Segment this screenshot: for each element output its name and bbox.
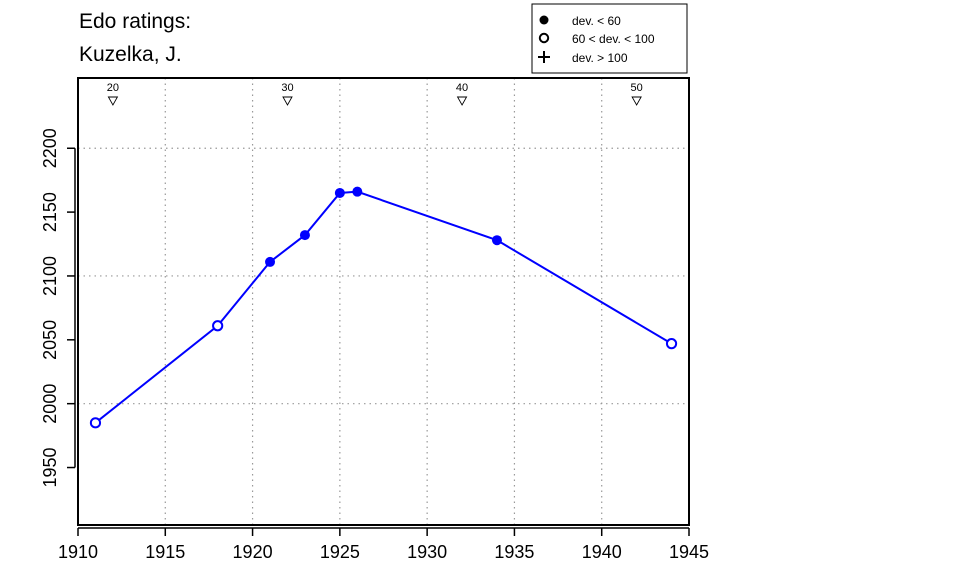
x-tick-label: 1935 xyxy=(494,542,534,562)
legend: dev. < 60 60 < dev. < 100 dev. > 100 xyxy=(531,3,688,74)
age-markers: 20 30 40 50 xyxy=(107,82,643,106)
plot-frame xyxy=(77,77,690,526)
legend-filled-circle-icon xyxy=(539,15,549,25)
y-axis: 1950 2000 2050 2100 2150 2200 xyxy=(40,128,76,488)
legend-label-1: dev. < 60 xyxy=(572,14,621,28)
chart-title-line2: Kuzelka, J. xyxy=(79,43,182,66)
legend-label-2: 60 < dev. < 100 xyxy=(572,32,655,46)
legend-box xyxy=(531,3,688,74)
y-tick-label: 2150 xyxy=(40,192,60,232)
y-tick-label: 2100 xyxy=(40,256,60,296)
x-tick-label: 1920 xyxy=(233,542,273,562)
x-tick-label: 1925 xyxy=(320,542,360,562)
y-tick-label: 1950 xyxy=(40,448,60,488)
age-marker-triangle-icon xyxy=(107,96,119,106)
age-marker-triangle-icon xyxy=(282,96,293,106)
y-tick-label: 2200 xyxy=(40,128,60,168)
grid xyxy=(78,78,689,525)
data-point-open xyxy=(212,320,224,332)
series xyxy=(89,186,678,429)
chart-title-line1: Edo ratings: xyxy=(79,10,191,33)
x-axis: 1910 1915 1920 1925 1930 1935 1940 1945 xyxy=(58,527,709,562)
data-point-filled xyxy=(265,256,276,267)
data-point-open xyxy=(89,417,102,429)
legend-label-3: dev. > 100 xyxy=(572,51,628,65)
age-marker-label: 20 xyxy=(107,82,119,94)
data-point-filled xyxy=(299,230,310,241)
age-marker-triangle-icon xyxy=(456,96,468,106)
data-point-filled xyxy=(352,186,363,197)
legend-plus-icon xyxy=(538,51,550,63)
age-marker-label: 50 xyxy=(631,82,643,94)
data-point-open xyxy=(665,338,678,350)
x-tick-label: 1915 xyxy=(145,542,185,562)
x-tick-label: 1930 xyxy=(407,542,447,562)
age-marker-triangle-icon xyxy=(631,96,642,106)
age-marker-label: 40 xyxy=(456,82,468,94)
y-tick-label: 2050 xyxy=(40,320,60,360)
series-line xyxy=(94,190,673,424)
legend-open-circle-icon xyxy=(538,32,550,44)
x-tick-label: 1940 xyxy=(582,542,622,562)
y-tick-label: 2000 xyxy=(40,384,60,424)
data-point-filled xyxy=(334,187,345,198)
data-point-filled xyxy=(491,235,502,246)
x-tick-label: 1945 xyxy=(669,542,709,562)
x-tick-label: 1910 xyxy=(58,542,98,562)
age-marker-label: 30 xyxy=(281,82,293,94)
